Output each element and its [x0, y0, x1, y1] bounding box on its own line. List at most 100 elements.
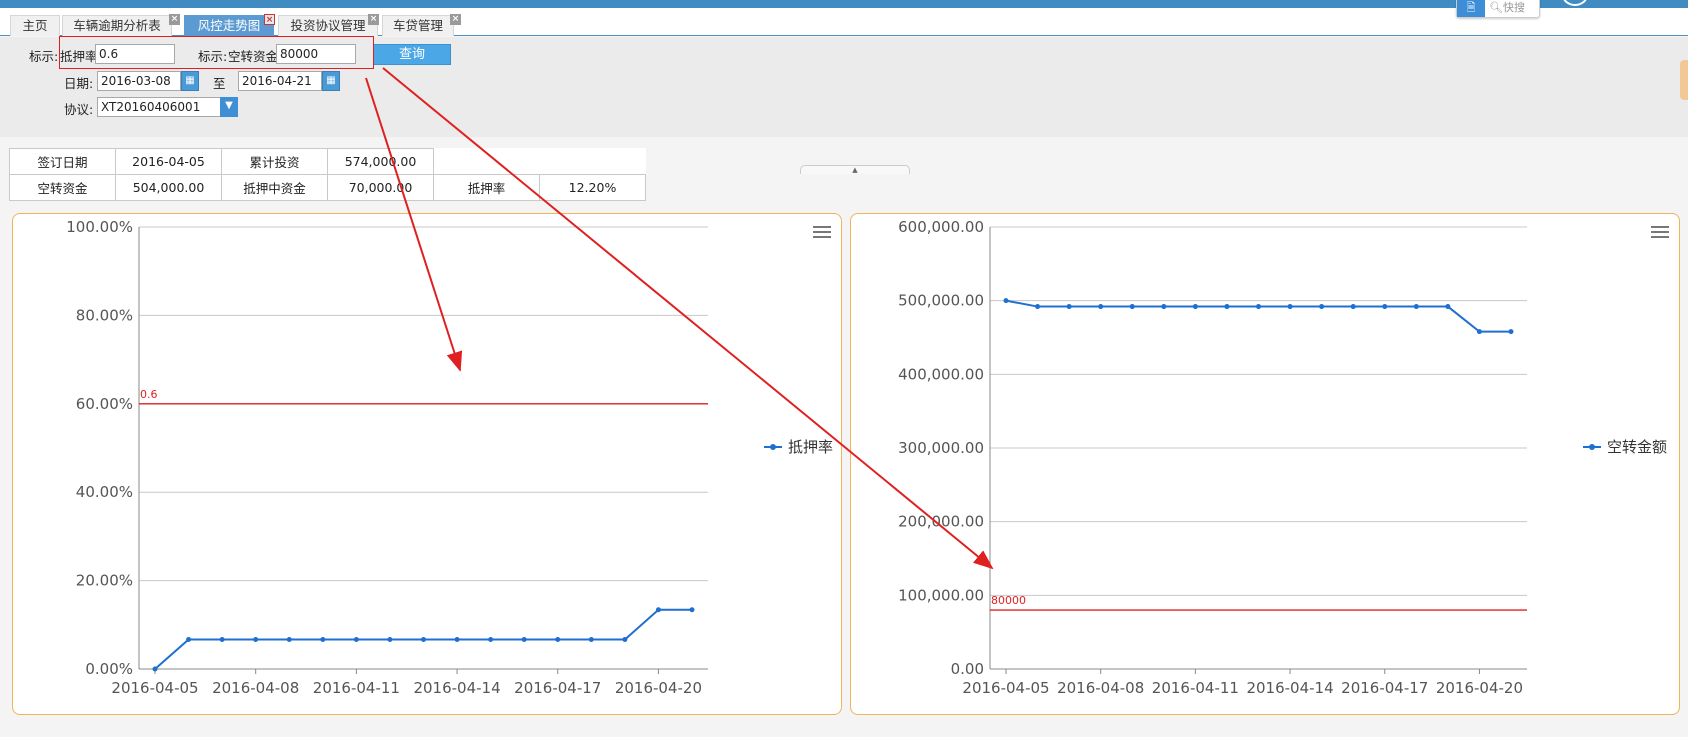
y-tick-label: 100.00% [66, 218, 133, 236]
tab-risk-trend[interactable]: 风控走势图 [184, 15, 274, 36]
x-tick-label: 2016-04-20 [615, 679, 702, 697]
x-tick-label: 2016-04-14 [413, 679, 500, 697]
chevron-down-icon[interactable]: ▼ [220, 97, 238, 117]
legend-label: 抵押率 [788, 438, 833, 456]
data-point [286, 637, 292, 643]
y-tick-label: 500,000.00 [898, 292, 984, 310]
x-tick-label: 2016-04-08 [1057, 679, 1144, 697]
mark-rate-input[interactable] [95, 44, 175, 64]
y-tick-label: 100,000.00 [898, 586, 984, 604]
data-point [488, 637, 494, 643]
data-point [320, 637, 326, 643]
tab-label: 车贷管理 [392, 18, 443, 33]
data-point [387, 637, 393, 643]
x-tick-label: 2016-04-14 [1246, 679, 1333, 697]
y-tick-label: 200,000.00 [898, 513, 984, 531]
data-point [1192, 304, 1198, 310]
table-cell: 累计投资 [221, 148, 328, 175]
collapse-toggle[interactable]: ▲ [800, 165, 910, 174]
protocol-select[interactable] [97, 97, 221, 117]
mortgage-rate-chart: 0.00% 20.00% 40.00% 60.00% 80.00% 100.00% 2016… [12, 213, 842, 715]
data-point [1224, 304, 1230, 310]
data-point [1003, 298, 1009, 304]
mortgage-rate-chart-svg: 0.00% 20.00% 40.00% 60.00% 80.00% 100.00% 2016… [66, 218, 833, 697]
data-point [655, 607, 661, 613]
side-handle[interactable] [1680, 60, 1688, 100]
tab-vehicle-overdue-analysis[interactable]: 车辆逾期分析表 [62, 15, 172, 36]
legend-marker [1589, 444, 1595, 450]
data-point [1098, 304, 1104, 310]
date-to-input[interactable] [238, 71, 322, 91]
table-row: 空转资金 504,000.00 抵押中资金 70,000.00 抵押率 12.2… [9, 174, 646, 201]
table-cell: 空转资金 [9, 174, 116, 201]
data-point [152, 666, 158, 672]
tab-label: 投资协议管理 [290, 18, 366, 33]
tab-home[interactable]: 主页 [10, 15, 60, 36]
table-row: 签订日期 2016-04-05 累计投资 574,000.00 [9, 148, 646, 175]
legend-marker [770, 444, 776, 450]
menu-icon[interactable] [813, 226, 831, 240]
y-tick-label: 80.00% [76, 306, 133, 324]
tab-car-loan[interactable]: 车贷管理 [382, 15, 454, 36]
close-icon[interactable]: × [450, 14, 461, 25]
calendar-icon[interactable]: ▦ [322, 71, 340, 91]
x-tick-label: 2016-04-11 [313, 679, 400, 697]
protocol-label: 协议: [64, 102, 94, 117]
table-cell: 12.20% [539, 174, 646, 201]
x-tick-label: 2016-04-08 [212, 679, 299, 697]
search-icon: 🔍︎ [1489, 1, 1503, 14]
highlight-box [59, 36, 374, 69]
y-tick-label: 300,000.00 [898, 439, 984, 457]
data-point [622, 637, 628, 643]
close-icon[interactable]: × [264, 14, 275, 25]
data-point [1508, 329, 1514, 335]
table-cell: 抵押中资金 [221, 174, 328, 201]
data-point [1287, 304, 1293, 310]
legend-label: 空转金额 [1607, 438, 1667, 456]
menu-icon[interactable] [1651, 226, 1669, 240]
tab-label: 车辆逾期分析表 [73, 18, 161, 33]
x-tick-label: 2016-04-17 [514, 679, 601, 697]
calendar-icon[interactable]: ▦ [181, 71, 199, 91]
data-point [1066, 304, 1072, 310]
threshold-label: 80000 [991, 594, 1026, 607]
x-tick-label: 2016-04-11 [1152, 679, 1239, 697]
close-icon[interactable]: × [368, 14, 379, 25]
y-tick-label: 60.00% [76, 395, 133, 413]
tab-label: 主页 [22, 18, 48, 33]
table-cell: 574,000.00 [327, 148, 434, 175]
data-point [1256, 304, 1261, 310]
mark-funds-label: 空转资金 [228, 49, 279, 64]
x-tick-label: 2016-04-05 [962, 679, 1049, 697]
data-point [555, 637, 561, 643]
tab-investment-agreement[interactable]: 投资协议管理 [278, 15, 378, 36]
data-point [454, 637, 460, 643]
date-from-input[interactable] [97, 71, 181, 91]
data-point [1476, 329, 1482, 335]
y-tick-label: 0.00 [951, 660, 984, 678]
data-point [186, 637, 192, 643]
table-cell: 2016-04-05 [115, 148, 222, 175]
data-point [1161, 304, 1167, 310]
close-icon[interactable]: × [169, 14, 180, 25]
document-search-icon[interactable]: 🗎 [1457, 0, 1485, 17]
data-point [353, 637, 359, 643]
data-point [521, 637, 527, 643]
quick-search[interactable]: 🗎 🔍︎快搜 [1456, 0, 1540, 18]
data-point [421, 637, 426, 643]
table-cell: 抵押率 [433, 174, 540, 201]
data-point [1413, 304, 1419, 310]
data-point [219, 637, 225, 643]
table-cell: 签订日期 [9, 148, 116, 175]
idle-funds-chart-svg: 0.00 100,000.00 200,000.00 300,000.00 400,00… [898, 218, 1667, 697]
date-separator: 至 [213, 76, 226, 91]
query-button[interactable]: 查询 [373, 44, 451, 65]
x-tick-label: 2016-04-20 [1436, 679, 1523, 697]
mark-funds-input[interactable] [276, 44, 356, 64]
table-cell: 504,000.00 [115, 174, 222, 201]
quick-search-label: 快搜 [1502, 1, 1525, 14]
idle-funds-chart: 0.00 100,000.00 200,000.00 300,000.00 400,00… [850, 213, 1680, 715]
data-point [1035, 304, 1041, 310]
x-tick-label: 2016-04-05 [111, 679, 198, 697]
y-tick-label: 40.00% [76, 483, 133, 501]
